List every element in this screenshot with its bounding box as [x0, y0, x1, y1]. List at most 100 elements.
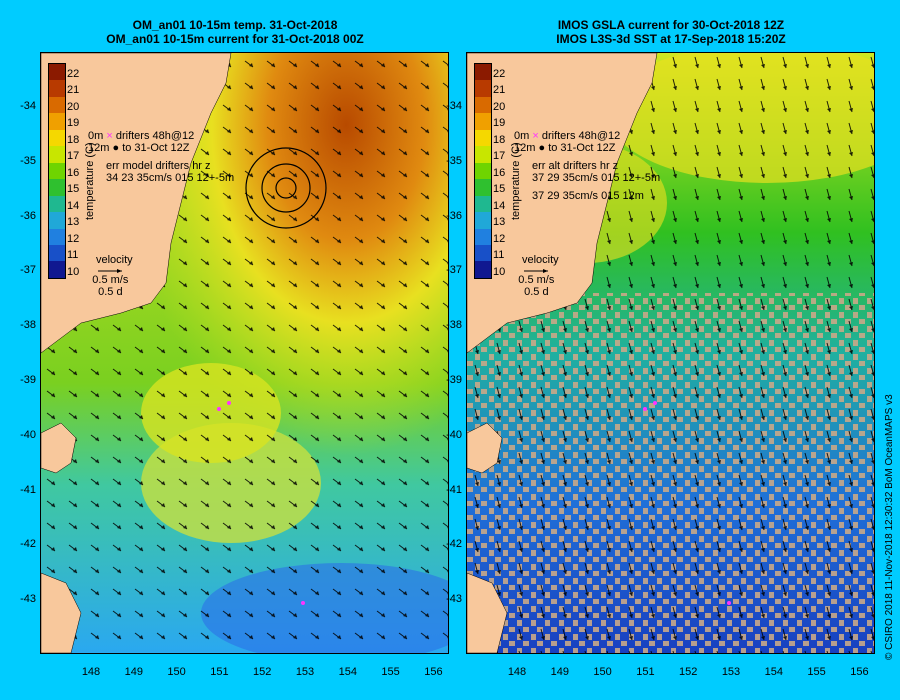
right-drifter-1: [643, 407, 647, 411]
colorbar-swatch: [475, 261, 491, 278]
latitude-tick-label: -40: [446, 428, 462, 441]
left-map-svg: [41, 53, 448, 653]
colorbar-tick-label: 16: [493, 166, 506, 179]
colorbar-tick-label: 20: [493, 100, 506, 113]
colorbar-tick-label: 13: [67, 216, 80, 229]
right-colorbar: [474, 63, 492, 279]
colorbar-swatch: [49, 212, 65, 229]
longitude-tick-label: 155: [807, 666, 826, 678]
colorbar-swatch: [475, 162, 491, 180]
latitude-tick-label: -37: [446, 264, 462, 277]
right-drifters-label: drifters 48h@12: [541, 130, 621, 142]
left-land-flinders: [41, 422, 77, 474]
colorbar-tick-label: 11: [493, 249, 505, 262]
longitude-tick-label: 156: [850, 666, 869, 678]
longitude-tick-label: 155: [381, 666, 400, 678]
velocity-arrow-icon: [88, 266, 133, 274]
right-velocity-days: 0.5 d: [524, 286, 549, 298]
longitude-tick-label: 153: [721, 666, 741, 678]
latitude-tick-label: -39: [446, 374, 462, 386]
drifter-arrow-icon: ●: [538, 142, 546, 154]
colorbar-tick-label: 14: [67, 199, 80, 212]
colorbar-swatch: [49, 179, 65, 196]
left-drifter-3: [301, 601, 305, 605]
latitude-tick-label: -41: [446, 483, 462, 496]
left-drifters-label: drifters 48h@12: [115, 130, 195, 142]
latitude-tick-label: -34: [20, 100, 36, 112]
colorbar-swatch: [475, 113, 491, 130]
colorbar-swatch: [49, 64, 65, 81]
left-map-panel[interactable]: [40, 52, 449, 654]
right-err-values: 37 29 35cm/s 015 12+-5m: [532, 172, 661, 184]
longitude-tick-label: 151: [210, 666, 229, 678]
latitude-tick-label: -41: [20, 483, 36, 496]
latitude-tick-label: -40: [20, 428, 36, 441]
latitude-tick-label: -35: [20, 154, 36, 167]
longitude-tick-label: 148: [81, 666, 101, 678]
longitude-tick-label: 152: [253, 666, 272, 678]
colorbar-tick-label: 18: [67, 133, 80, 146]
left-velocity-days: 0.5 d: [98, 286, 123, 298]
latitude-tick-label: -42: [20, 538, 36, 551]
colorbar-swatch: [49, 195, 65, 213]
colorbar-swatch: [475, 80, 491, 97]
colorbar-swatch: [475, 212, 491, 229]
colorbar-swatch: [49, 228, 65, 245]
longitude-tick-label: 156: [424, 666, 443, 678]
colorbar-tick-label: 10: [67, 265, 80, 278]
colorbar-swatch: [49, 80, 65, 97]
left-drifter-2: [227, 401, 231, 405]
latitude-tick-label: -43: [20, 593, 36, 606]
left-velocity-value: 0.5 m/s: [92, 274, 129, 286]
right-drifter-3: [727, 601, 731, 605]
right-err-values2: 37 29 35cm/s 015 12m: [532, 190, 644, 202]
longitude-tick-label: 154: [764, 666, 783, 678]
left-legend: 0m × drifters 48h@12 12m ● to 31-Oct 12Z…: [88, 130, 234, 184]
colorbar-swatch: [475, 96, 491, 114]
longitude-tick-label: 152: [679, 666, 698, 678]
colorbar-tick-label: 19: [67, 117, 80, 130]
colorbar-tick-label: 22: [67, 68, 80, 80]
left-land-mainland: [41, 53, 232, 354]
colorbar-tick-label: 15: [493, 183, 506, 196]
left-drifters-label2: to 31-Oct 12Z: [122, 142, 190, 154]
right-map-panel[interactable]: [466, 52, 875, 654]
latitude-tick-label: -42: [446, 538, 462, 551]
colorbar-tick-label: 20: [67, 100, 80, 113]
colorbar-tick-label: 18: [493, 133, 506, 146]
left-depth-marker2: 12m: [88, 142, 110, 154]
left-err-label: err model drifters hr z: [106, 160, 211, 172]
colorbar-swatch: [475, 129, 491, 147]
longitude-tick-label: 153: [295, 666, 315, 678]
right-velocity-value: 0.5 m/s: [518, 274, 555, 286]
colorbar-swatch: [475, 179, 491, 196]
right-depth-marker: 0m: [514, 130, 530, 142]
right-drifter-2: [653, 401, 657, 405]
latitude-tick-label: -39: [20, 374, 36, 386]
latitude-tick-label: -38: [446, 319, 462, 332]
credit-text: © CSIRO 2018 11-Nov-2018 12:30:32 BoM Oc…: [884, 394, 895, 660]
longitude-tick-label: 150: [593, 666, 612, 678]
latitude-tick-label: -38: [20, 319, 36, 332]
right-title-line1: IMOS GSLA current for 30-Oct-2018 12Z: [557, 18, 785, 32]
longitude-tick-label: 154: [338, 666, 357, 678]
colorbar-swatch: [49, 261, 65, 278]
colorbar-swatch: [49, 129, 65, 147]
colorbar-tick-label: 17: [67, 150, 80, 163]
colorbar-swatch: [49, 162, 65, 180]
left-title-line1: OM_an01 10-15m temp. 31-Oct-2018: [132, 18, 338, 32]
longitude-tick-label: 149: [550, 666, 569, 678]
right-title-line2: IMOS L3S-3d SST at 17-Sep-2018 15:20Z: [556, 32, 786, 46]
latitude-tick-label: -36: [20, 209, 36, 222]
right-title: IMOS GSLA current for 30-Oct-2018 12Z IM…: [466, 18, 876, 46]
longitude-tick-label: 149: [124, 666, 143, 678]
left-err-values: 34 23 35cm/s 015 12+-5m: [106, 172, 235, 184]
drifter-symbol-icon: ×: [532, 130, 539, 142]
left-colorbar: [48, 63, 66, 279]
colorbar-tick-label: 21: [493, 84, 506, 97]
colorbar-tick-label: 10: [493, 265, 506, 278]
colorbar-tick-label: 12: [493, 232, 506, 245]
left-velocity-legend: velocity 0.5 m/s 0.5 d: [88, 254, 133, 298]
left-depth-marker: 0m: [88, 130, 104, 142]
right-land-mainland: [467, 53, 658, 354]
